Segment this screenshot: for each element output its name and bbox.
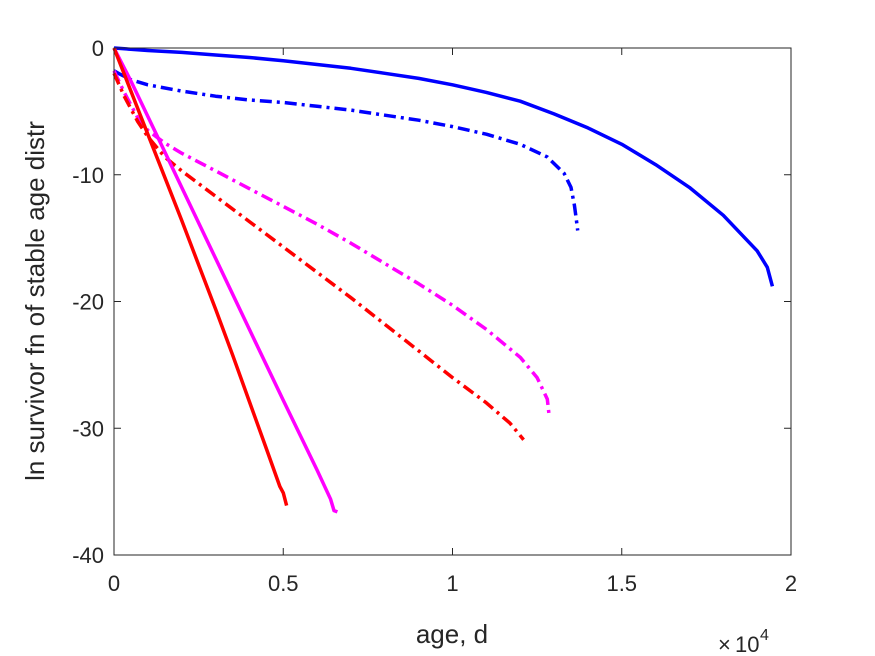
y-ticks: -40 -30 -20 -10 0 [72, 36, 791, 568]
svg-text:×: × [718, 632, 731, 656]
x-tick-label: 0 [108, 571, 120, 596]
x-tick-label: 0.5 [268, 571, 299, 596]
series-layer [112, 46, 775, 514]
x-exponent-label: × 10 4 [718, 627, 769, 656]
y-tick-label: -40 [72, 543, 104, 568]
x-tick-label: 2 [785, 571, 797, 596]
plot-area [114, 48, 791, 555]
y-tick-label: 0 [92, 36, 104, 61]
x-exponent-base: 10 [735, 632, 759, 656]
y-tick-label: -30 [72, 416, 104, 441]
series-line-5 [112, 47, 339, 514]
series-line-6 [112, 47, 289, 507]
x-axis-label: age, d [416, 619, 488, 649]
x-tick-label: 1 [446, 571, 458, 596]
x-tick-label: 1.5 [606, 571, 637, 596]
y-tick-label: -10 [72, 163, 104, 188]
series-line-1 [113, 46, 775, 287]
y-axis-label: ln survivor fn of stable age distr [20, 121, 50, 481]
x-exponent-power: 4 [760, 627, 769, 644]
y-tick-label: -20 [72, 290, 104, 315]
x-ticks: 0 0.5 1 1.5 2 [108, 48, 797, 596]
series-line-2 [113, 69, 580, 231]
series-line-4 [112, 72, 525, 441]
